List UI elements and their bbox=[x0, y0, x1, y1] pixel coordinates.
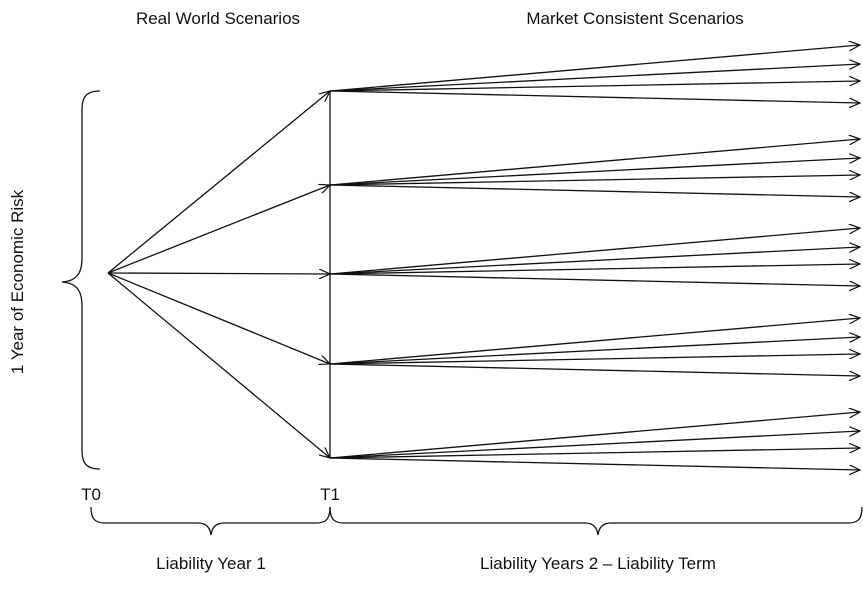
economic-risk-brace bbox=[61, 90, 101, 470]
t1-label: T1 bbox=[320, 485, 340, 504]
market-consistent-path-arrow bbox=[329, 412, 860, 459]
real-world-scenario-arrow bbox=[107, 272, 330, 458]
market-consistent-path-arrow bbox=[329, 354, 860, 365]
market-consistent-path-arrow bbox=[329, 139, 860, 186]
market-consistent-fan bbox=[329, 45, 860, 103]
market-consistent-scenarios-heading: Market Consistent Scenarios bbox=[526, 9, 743, 28]
market-consistent-fan bbox=[329, 139, 860, 197]
economic-risk-axis-label: 1 Year of Economic Risk bbox=[8, 189, 27, 374]
market-consistent-path-arrow bbox=[329, 158, 860, 186]
market-consistent-path-arrow bbox=[329, 45, 860, 92]
real-world-scenario-arrow bbox=[107, 185, 330, 274]
liability-years-rest-brace bbox=[329, 506, 863, 536]
market-consistent-fan bbox=[329, 318, 860, 376]
market-consistent-path-arrow bbox=[329, 247, 860, 275]
market-consistent-fan bbox=[329, 412, 860, 470]
market-consistent-path-arrow bbox=[329, 264, 860, 275]
market-consistent-branches bbox=[329, 45, 860, 470]
market-consistent-path-arrow bbox=[329, 90, 860, 103]
liability-years-rest-label: Liability Years 2 – Liability Term bbox=[480, 554, 716, 573]
market-consistent-path-arrow bbox=[329, 64, 860, 92]
liability-year-1-label: Liability Year 1 bbox=[156, 554, 266, 573]
market-consistent-path-arrow bbox=[329, 228, 860, 275]
market-consistent-path-arrow bbox=[329, 175, 860, 186]
market-consistent-path-arrow bbox=[329, 448, 860, 459]
real-world-scenarios-heading: Real World Scenarios bbox=[136, 9, 300, 28]
real-world-scenario-arrow bbox=[107, 273, 330, 274]
market-consistent-fan bbox=[329, 228, 860, 286]
market-consistent-path-arrow bbox=[329, 363, 860, 376]
real-world-branches bbox=[107, 91, 330, 458]
market-consistent-path-arrow bbox=[329, 184, 860, 197]
market-consistent-path-arrow bbox=[329, 431, 860, 459]
real-world-scenario-arrow bbox=[107, 272, 330, 364]
market-consistent-path-arrow bbox=[329, 337, 860, 365]
market-consistent-path-arrow bbox=[329, 318, 860, 365]
t0-label: T0 bbox=[81, 485, 101, 504]
market-consistent-path-arrow bbox=[329, 81, 860, 92]
market-consistent-path-arrow bbox=[329, 457, 860, 470]
real-world-scenario-arrow bbox=[107, 91, 330, 274]
market-consistent-path-arrow bbox=[329, 273, 860, 286]
liability-year-1-brace bbox=[90, 506, 331, 536]
